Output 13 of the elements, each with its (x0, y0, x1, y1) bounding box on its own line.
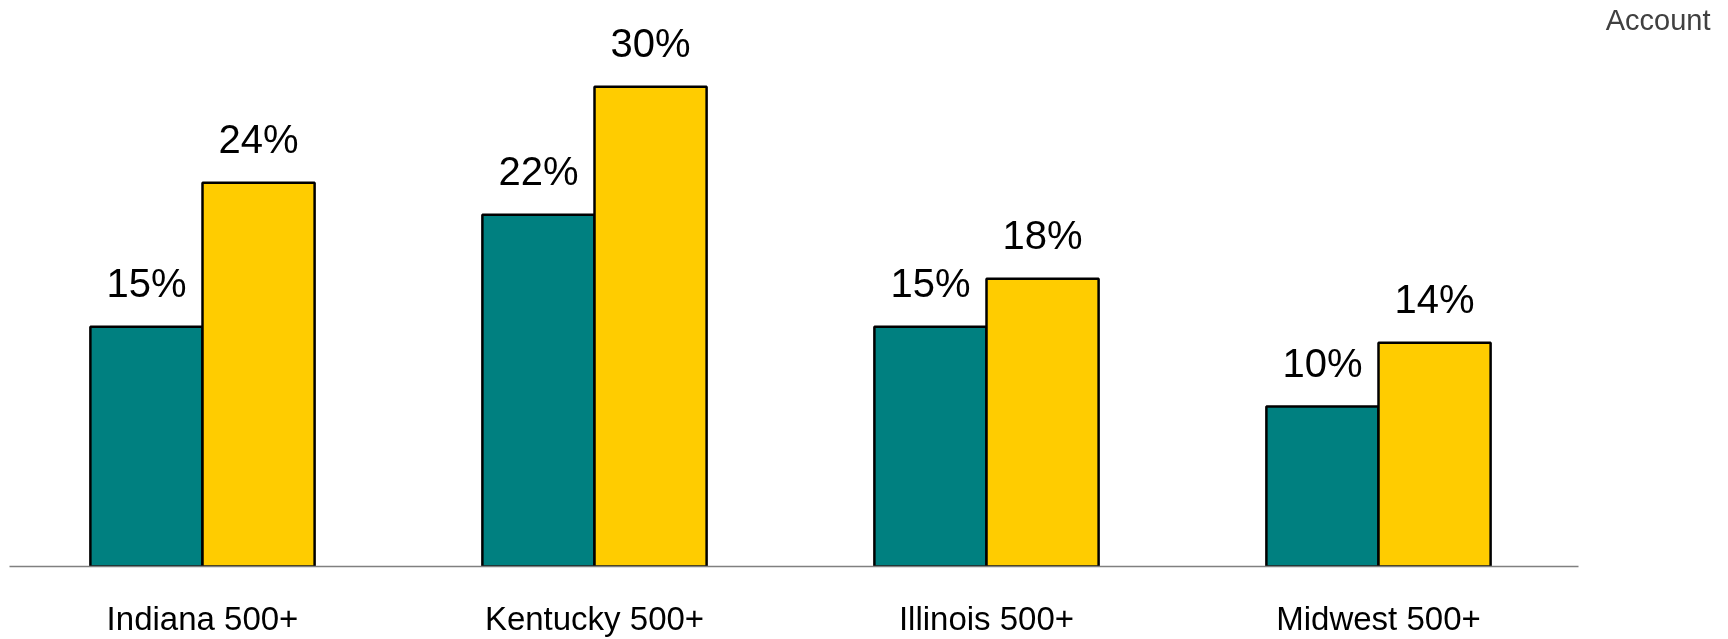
data-label: 24% (218, 116, 299, 161)
text: Account (1605, 3, 1711, 36)
data-label: 18% (1002, 212, 1083, 257)
data-label: 15% (106, 260, 187, 305)
x-tick-label: Indiana 500+ (106, 599, 299, 637)
data-label: 14% (1394, 276, 1475, 321)
data-label: 15% (890, 260, 971, 305)
x-tick-label: Kentucky 500+ (484, 599, 705, 637)
data-label: 10% (1282, 340, 1363, 385)
data-label: 22% (498, 148, 579, 193)
x-tick-label: Illinois 500+ (898, 599, 1075, 637)
data-label: 30% (610, 20, 691, 65)
x-tick-label: Midwest 500+ (1276, 599, 1481, 637)
